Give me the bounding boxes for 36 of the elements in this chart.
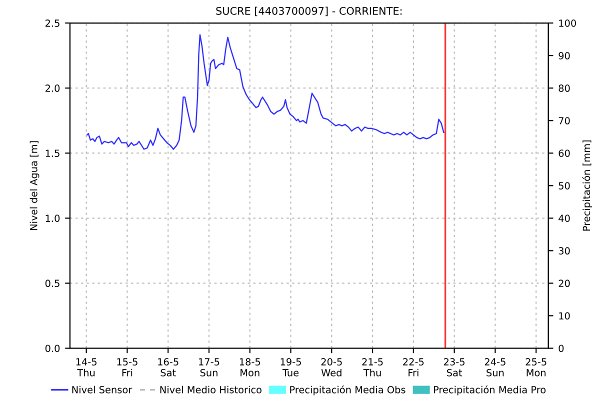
y2-tick-label: 70: [558, 117, 570, 124]
y2-tick-label: 100: [559, 20, 576, 27]
y-tick-label: 0.0: [45, 344, 60, 352]
x-tick-label: 19-5 Tue: [280, 358, 301, 376]
y-tick-label: 0.5: [45, 280, 60, 288]
y2-tick-label: 40: [558, 214, 570, 222]
y2-tick-label: 80: [558, 84, 570, 92]
x-tick-label: 23-5 Sat: [444, 358, 465, 376]
legend-label: Precipitación Media Pro: [434, 385, 546, 396]
x-tick-label: 22-5 Fri: [403, 358, 424, 376]
y2-tick-label: 10: [559, 312, 570, 320]
x-tick-label: 15-5 Fri: [117, 358, 138, 376]
x-tick-label: 21-5 Thu: [362, 358, 383, 376]
x-tick-label: 16-5 Sat: [158, 358, 178, 376]
y-tick-label: 1.0: [46, 214, 60, 222]
legend-label: Nivel Medio Historico: [160, 386, 262, 394]
y2-tick-label: 20: [558, 280, 570, 288]
y-tick-label: 2.0: [45, 84, 60, 92]
x-tick-label: 17-5 Sun: [199, 358, 220, 376]
x-tick-label: 20-5 Wed: [321, 358, 342, 376]
x-tick-label: 14-5 Thu: [76, 358, 97, 376]
chart-title: SUCRE [4403700097] - CORRIENTE:: [216, 6, 402, 16]
y-axis-title: Nivel del Agua [m]: [30, 141, 40, 230]
y-tick-label: 1.5: [46, 150, 60, 157]
y-tick-label: 2.5: [45, 20, 60, 27]
y2-tick-label: 60: [558, 150, 570, 157]
x-tick-label: 24-5 Sun: [484, 358, 506, 376]
x-tick-label: 18-5 Mon: [240, 358, 260, 376]
y2-axis-title: Precipitación [mm]: [582, 140, 592, 231]
y2-tick-label: 0: [558, 344, 564, 352]
legend-label: Precipitación Media Obs: [290, 385, 406, 396]
y2-tick-label: 50: [558, 182, 570, 190]
x-tick-label: 25-5 Mon: [526, 358, 546, 376]
y2-tick-label: 30: [558, 247, 570, 255]
legend-label: Nivel Sensor: [72, 386, 132, 394]
y2-tick-label: 90: [558, 52, 570, 60]
